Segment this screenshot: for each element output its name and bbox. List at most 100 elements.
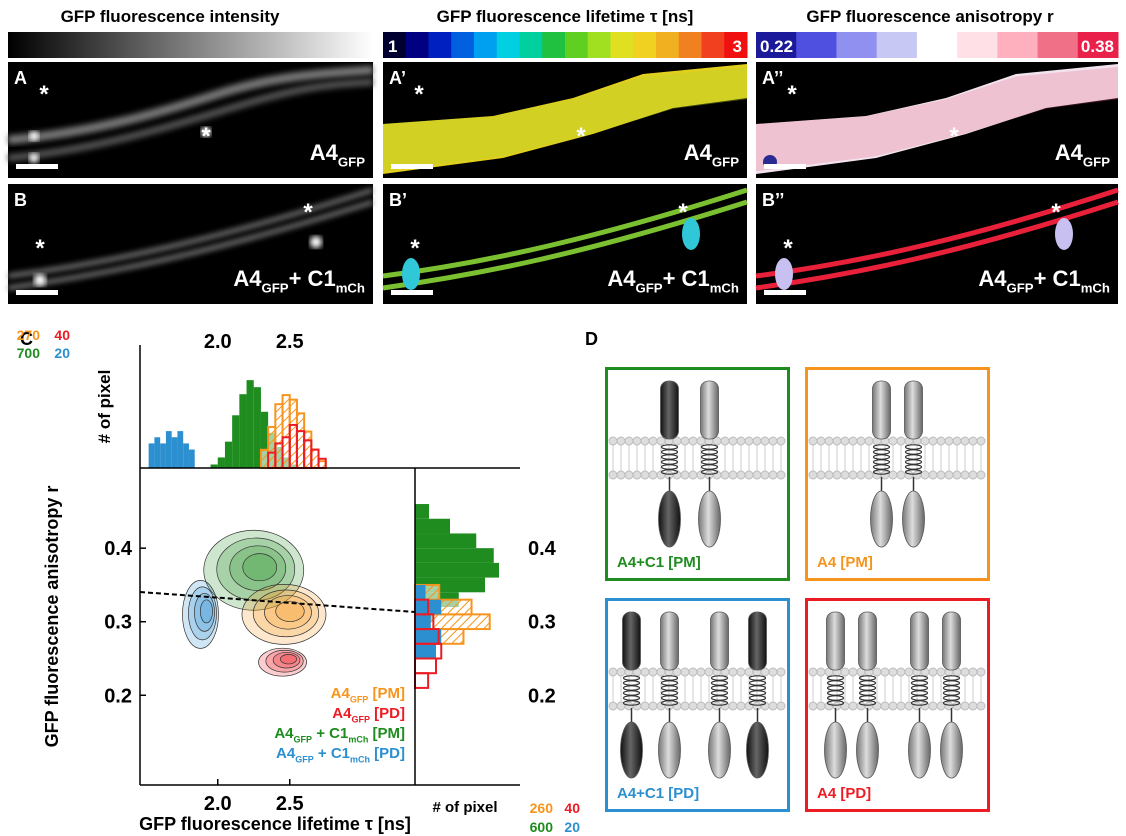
lipid-head <box>809 437 817 445</box>
histogram-bar <box>177 431 183 468</box>
lipid-head <box>681 668 689 676</box>
label: A4GFP + C1mCh [PD] <box>276 745 405 765</box>
scale-label: 20 <box>564 819 580 835</box>
lipid-head <box>681 471 689 479</box>
scale-bar <box>391 164 433 169</box>
histogram-bar <box>290 400 297 468</box>
colorbar-step <box>679 32 702 58</box>
lipid-head <box>937 437 945 445</box>
hist-title: # of pixel <box>95 370 114 444</box>
lipid-head <box>769 668 777 676</box>
lipid-head <box>945 471 953 479</box>
bright-spot <box>29 153 39 163</box>
text-part: A4 <box>978 266 1007 291</box>
subunit-extracellular <box>661 612 679 670</box>
lipid-head <box>761 437 769 445</box>
x-tick-label: 2.0 <box>204 793 232 815</box>
subunit-extracellular <box>943 612 961 670</box>
figure: GFP fluorescence intensity GFP fluoresce… <box>0 0 1126 836</box>
colorbar-step <box>565 32 588 58</box>
lipid-head <box>649 471 657 479</box>
scale-bar <box>391 290 433 295</box>
lipid-head <box>737 471 745 479</box>
lipid-head <box>977 668 985 676</box>
lipid-head <box>873 702 881 710</box>
panel-label: A’’ <box>762 68 783 88</box>
lipid-head <box>865 702 873 710</box>
lipid-head <box>777 702 785 710</box>
histogram-bar <box>415 629 441 644</box>
lipid-head <box>889 702 897 710</box>
lipid-head <box>921 471 929 479</box>
subscript: GFP <box>294 735 313 745</box>
text-part: A4 <box>331 685 351 702</box>
histogram-bar <box>415 673 428 688</box>
lipid-head <box>857 437 865 445</box>
lipid-head <box>769 471 777 479</box>
histogram-bar <box>160 443 166 468</box>
lipid-head <box>737 668 745 676</box>
text-part: [PM] <box>368 725 405 742</box>
colorbar-step <box>542 32 565 58</box>
lipid-head <box>937 471 945 479</box>
lipid-head <box>625 437 633 445</box>
text-part: + C1 <box>314 745 350 762</box>
asterisk: * <box>783 235 793 262</box>
subunit-extracellular <box>623 612 641 670</box>
subscript: GFP <box>350 695 369 705</box>
colorbar-step <box>588 32 611 58</box>
text-part: [PM] <box>368 685 405 702</box>
lipid-head <box>969 668 977 676</box>
lipid-head <box>761 471 769 479</box>
colorbar-step <box>957 32 998 58</box>
lipid-head <box>617 471 625 479</box>
subunit-extracellular <box>701 381 719 439</box>
histogram-bar <box>415 644 436 659</box>
asterisk: * <box>576 123 586 150</box>
lipid-head <box>721 437 729 445</box>
lipid-head <box>689 437 697 445</box>
lipid-head <box>633 437 641 445</box>
lipid-head <box>705 668 713 676</box>
lipid-head <box>825 437 833 445</box>
lipid-head <box>745 471 753 479</box>
histogram-bar <box>239 394 246 468</box>
lipid-head <box>609 668 617 676</box>
lipid-head <box>897 702 905 710</box>
subscript: GFP <box>1083 155 1110 170</box>
lipid-head <box>825 702 833 710</box>
text-part: + C1 <box>312 725 348 742</box>
lipid-head <box>969 702 977 710</box>
lipid-head <box>929 437 937 445</box>
diagram-box: A4 [PM] <box>807 369 989 580</box>
scale-label: 260 <box>530 800 554 816</box>
colorbar-step <box>702 32 725 58</box>
lipid-head <box>657 668 665 676</box>
histogram-bar <box>415 658 436 673</box>
lipid-head <box>849 471 857 479</box>
lipid-head <box>649 702 657 710</box>
scale-bar <box>16 164 58 169</box>
subscript: GFP <box>351 715 370 725</box>
lipid-head <box>873 471 881 479</box>
histogram-bar <box>232 415 239 468</box>
histogram-bar <box>415 504 429 519</box>
x-tick-label: 2.5 <box>276 793 304 815</box>
lipid-head <box>809 702 817 710</box>
colorbar-step <box>497 32 520 58</box>
lipid-head <box>745 668 753 676</box>
panel-label: D <box>585 329 598 349</box>
lipid-head <box>777 471 785 479</box>
scale-bar <box>764 290 806 295</box>
y-tick-label: 0.4 <box>104 538 133 560</box>
contour <box>280 654 296 664</box>
asterisk: * <box>678 199 688 226</box>
lifetime-min: 1 <box>388 37 397 56</box>
lipid-head <box>753 437 761 445</box>
lipid-head <box>897 471 905 479</box>
colorbar-step <box>633 32 656 58</box>
lipid-head <box>841 437 849 445</box>
text-part: A4 <box>607 266 636 291</box>
lipid-head <box>737 437 745 445</box>
lipid-head <box>697 702 705 710</box>
